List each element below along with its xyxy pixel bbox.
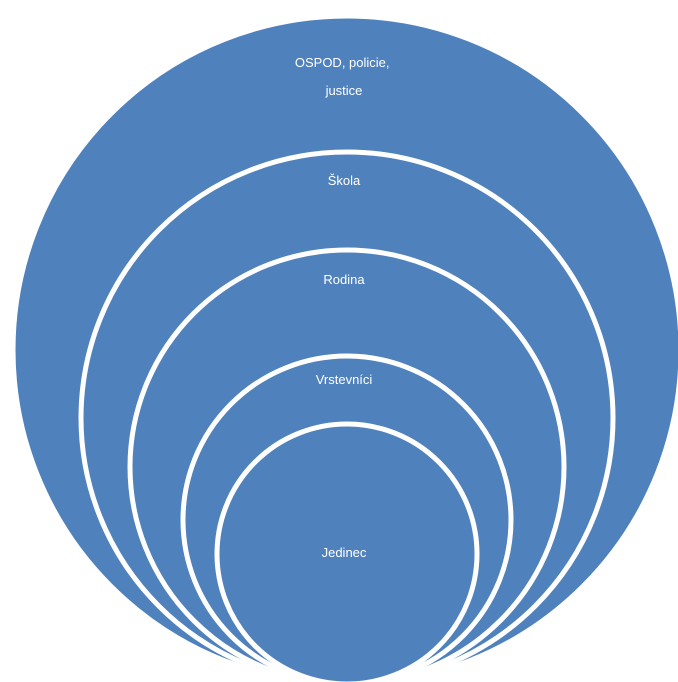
label-level-1: OSPOD, policie, justice	[295, 55, 393, 98]
label-level-4: Vrstevníci	[316, 372, 373, 387]
label-level-3-line-1: Rodina	[323, 272, 365, 287]
label-level-2-line-1: Škola	[328, 173, 361, 188]
label-level-1-line-2: justice	[325, 83, 363, 98]
label-level-5-line-1: Jedinec	[322, 545, 367, 560]
label-level-4-line-1: Vrstevníci	[316, 372, 373, 387]
label-level-2: Škola	[328, 173, 361, 188]
circle-level-5	[214, 421, 480, 682]
label-level-1-line-1: OSPOD, policie,	[295, 55, 390, 70]
label-level-3: Rodina	[323, 272, 365, 287]
label-level-5: Jedinec	[322, 545, 367, 560]
